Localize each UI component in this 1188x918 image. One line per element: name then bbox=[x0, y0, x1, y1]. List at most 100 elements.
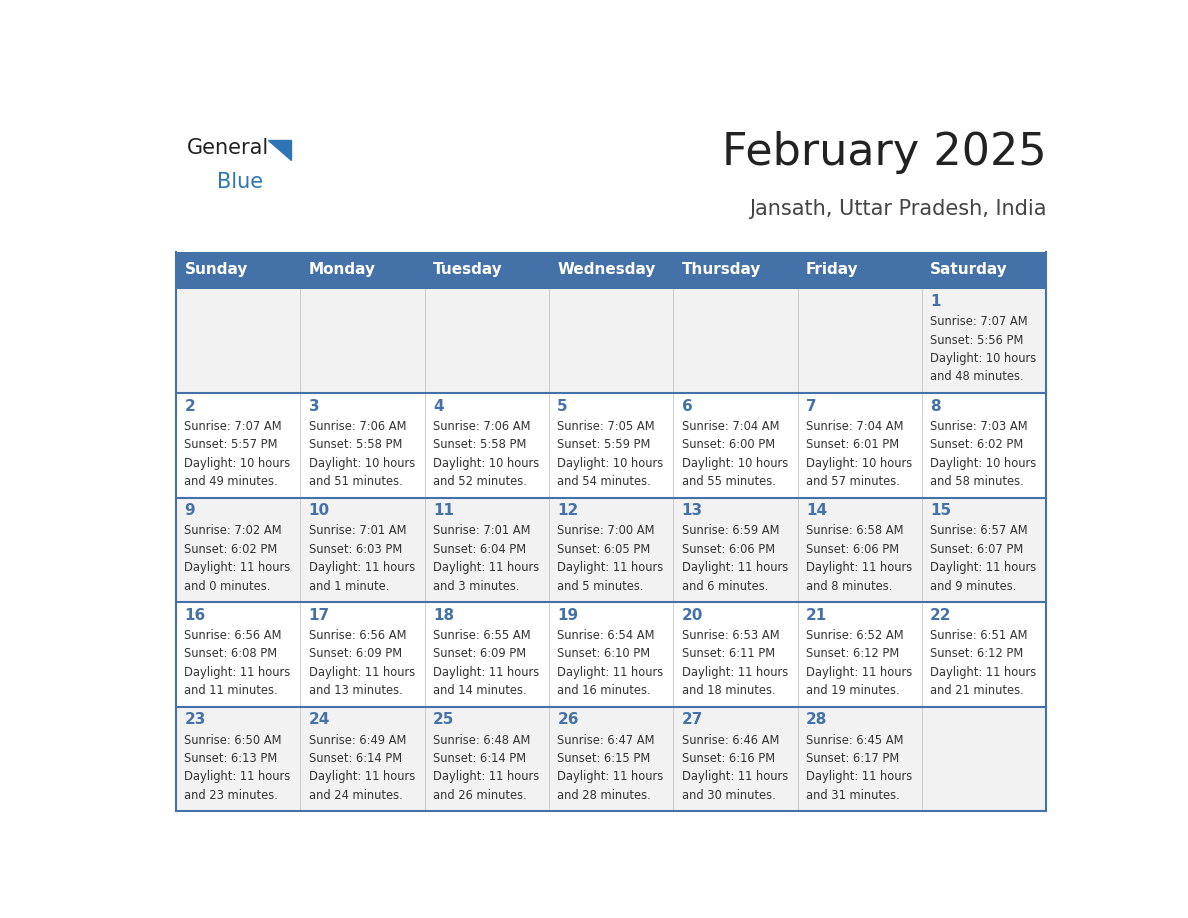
Text: Wednesday: Wednesday bbox=[557, 263, 656, 277]
Text: Daylight: 11 hours: Daylight: 11 hours bbox=[557, 770, 664, 783]
Text: and 9 minutes.: and 9 minutes. bbox=[930, 579, 1017, 592]
Text: Daylight: 10 hours: Daylight: 10 hours bbox=[309, 456, 415, 469]
Text: Sunset: 6:05 PM: Sunset: 6:05 PM bbox=[557, 543, 651, 555]
Bar bbox=[176, 602, 1047, 707]
Text: Sunset: 6:14 PM: Sunset: 6:14 PM bbox=[309, 752, 402, 765]
Text: Daylight: 10 hours: Daylight: 10 hours bbox=[184, 456, 291, 469]
Text: Daylight: 10 hours: Daylight: 10 hours bbox=[682, 456, 788, 469]
Text: Sunrise: 7:04 AM: Sunrise: 7:04 AM bbox=[682, 420, 779, 432]
Text: 12: 12 bbox=[557, 503, 579, 518]
Text: Sunset: 6:00 PM: Sunset: 6:00 PM bbox=[682, 438, 775, 451]
Text: and 19 minutes.: and 19 minutes. bbox=[805, 684, 899, 697]
Text: Sunrise: 6:56 AM: Sunrise: 6:56 AM bbox=[184, 629, 282, 642]
Text: Daylight: 11 hours: Daylight: 11 hours bbox=[805, 666, 912, 678]
Text: 28: 28 bbox=[805, 712, 827, 727]
Text: Sunrise: 7:04 AM: Sunrise: 7:04 AM bbox=[805, 420, 903, 432]
Text: and 14 minutes.: and 14 minutes. bbox=[432, 684, 526, 697]
Text: Daylight: 11 hours: Daylight: 11 hours bbox=[805, 561, 912, 574]
Text: 18: 18 bbox=[432, 608, 454, 622]
Text: Blue: Blue bbox=[216, 173, 263, 193]
Text: and 49 minutes.: and 49 minutes. bbox=[184, 475, 278, 487]
Text: 1: 1 bbox=[930, 294, 941, 309]
Text: Daylight: 11 hours: Daylight: 11 hours bbox=[930, 666, 1036, 678]
Text: Sunrise: 7:01 AM: Sunrise: 7:01 AM bbox=[309, 524, 406, 537]
Text: Sunset: 6:07 PM: Sunset: 6:07 PM bbox=[930, 543, 1023, 555]
Text: Sunset: 6:12 PM: Sunset: 6:12 PM bbox=[930, 647, 1023, 660]
Text: Sunrise: 6:53 AM: Sunrise: 6:53 AM bbox=[682, 629, 779, 642]
Text: 23: 23 bbox=[184, 712, 206, 727]
Text: Jansath, Uttar Pradesh, India: Jansath, Uttar Pradesh, India bbox=[748, 198, 1047, 218]
Text: Sunset: 6:02 PM: Sunset: 6:02 PM bbox=[184, 543, 278, 555]
Text: 10: 10 bbox=[309, 503, 330, 518]
Text: Sunset: 6:06 PM: Sunset: 6:06 PM bbox=[682, 543, 775, 555]
Bar bbox=[176, 707, 1047, 812]
Text: Daylight: 10 hours: Daylight: 10 hours bbox=[805, 456, 912, 469]
Text: Sunrise: 6:46 AM: Sunrise: 6:46 AM bbox=[682, 733, 779, 746]
Text: 22: 22 bbox=[930, 608, 952, 622]
Text: Daylight: 11 hours: Daylight: 11 hours bbox=[682, 666, 788, 678]
Text: and 57 minutes.: and 57 minutes. bbox=[805, 475, 899, 487]
Text: Sunset: 6:09 PM: Sunset: 6:09 PM bbox=[432, 647, 526, 660]
Text: and 0 minutes.: and 0 minutes. bbox=[184, 579, 271, 592]
Text: 15: 15 bbox=[930, 503, 952, 518]
Text: Sunrise: 6:58 AM: Sunrise: 6:58 AM bbox=[805, 524, 903, 537]
Bar bbox=[176, 498, 1047, 602]
Text: Friday: Friday bbox=[805, 263, 859, 277]
Text: Sunrise: 6:54 AM: Sunrise: 6:54 AM bbox=[557, 629, 655, 642]
Text: and 51 minutes.: and 51 minutes. bbox=[309, 475, 403, 487]
Text: Daylight: 11 hours: Daylight: 11 hours bbox=[309, 666, 415, 678]
Text: Sunrise: 6:50 AM: Sunrise: 6:50 AM bbox=[184, 733, 282, 746]
Text: and 8 minutes.: and 8 minutes. bbox=[805, 579, 892, 592]
Bar bbox=[176, 252, 1047, 288]
Text: and 26 minutes.: and 26 minutes. bbox=[432, 789, 526, 801]
Polygon shape bbox=[268, 140, 291, 160]
Text: Monday: Monday bbox=[309, 263, 375, 277]
Text: Sunset: 6:01 PM: Sunset: 6:01 PM bbox=[805, 438, 899, 451]
Text: and 18 minutes.: and 18 minutes. bbox=[682, 684, 776, 697]
Text: and 52 minutes.: and 52 minutes. bbox=[432, 475, 526, 487]
Text: Daylight: 11 hours: Daylight: 11 hours bbox=[930, 561, 1036, 574]
Text: 5: 5 bbox=[557, 398, 568, 413]
Text: Sunrise: 6:47 AM: Sunrise: 6:47 AM bbox=[557, 733, 655, 746]
Text: 14: 14 bbox=[805, 503, 827, 518]
Text: and 48 minutes.: and 48 minutes. bbox=[930, 370, 1024, 384]
Text: and 6 minutes.: and 6 minutes. bbox=[682, 579, 767, 592]
Text: Sunset: 5:59 PM: Sunset: 5:59 PM bbox=[557, 438, 651, 451]
Text: Daylight: 10 hours: Daylight: 10 hours bbox=[930, 456, 1036, 469]
Text: Sunset: 5:57 PM: Sunset: 5:57 PM bbox=[184, 438, 278, 451]
Text: Sunrise: 7:00 AM: Sunrise: 7:00 AM bbox=[557, 524, 655, 537]
Text: Saturday: Saturday bbox=[930, 263, 1007, 277]
Text: Daylight: 11 hours: Daylight: 11 hours bbox=[184, 561, 291, 574]
Text: Daylight: 10 hours: Daylight: 10 hours bbox=[930, 352, 1036, 365]
Text: 19: 19 bbox=[557, 608, 579, 622]
Text: Sunrise: 7:07 AM: Sunrise: 7:07 AM bbox=[930, 315, 1028, 328]
Text: Daylight: 11 hours: Daylight: 11 hours bbox=[557, 561, 664, 574]
Text: Daylight: 11 hours: Daylight: 11 hours bbox=[309, 561, 415, 574]
Text: February 2025: February 2025 bbox=[721, 131, 1047, 174]
Text: 7: 7 bbox=[805, 398, 816, 413]
Bar bbox=[176, 288, 1047, 393]
Text: and 54 minutes.: and 54 minutes. bbox=[557, 475, 651, 487]
Text: Sunset: 6:17 PM: Sunset: 6:17 PM bbox=[805, 752, 899, 765]
Text: 13: 13 bbox=[682, 503, 703, 518]
Text: Sunrise: 7:02 AM: Sunrise: 7:02 AM bbox=[184, 524, 282, 537]
Text: Daylight: 11 hours: Daylight: 11 hours bbox=[432, 770, 539, 783]
Text: Sunrise: 7:05 AM: Sunrise: 7:05 AM bbox=[557, 420, 655, 432]
Text: Sunset: 5:58 PM: Sunset: 5:58 PM bbox=[309, 438, 402, 451]
Text: and 55 minutes.: and 55 minutes. bbox=[682, 475, 776, 487]
Text: Sunrise: 6:55 AM: Sunrise: 6:55 AM bbox=[432, 629, 531, 642]
Text: and 31 minutes.: and 31 minutes. bbox=[805, 789, 899, 801]
Text: 9: 9 bbox=[184, 503, 195, 518]
Text: Daylight: 10 hours: Daylight: 10 hours bbox=[557, 456, 664, 469]
Text: Sunrise: 7:01 AM: Sunrise: 7:01 AM bbox=[432, 524, 531, 537]
Text: Daylight: 10 hours: Daylight: 10 hours bbox=[432, 456, 539, 469]
Text: Sunrise: 7:06 AM: Sunrise: 7:06 AM bbox=[432, 420, 531, 432]
Text: Sunset: 6:08 PM: Sunset: 6:08 PM bbox=[184, 647, 278, 660]
Text: 3: 3 bbox=[309, 398, 320, 413]
Text: and 1 minute.: and 1 minute. bbox=[309, 579, 390, 592]
Text: and 11 minutes.: and 11 minutes. bbox=[184, 684, 278, 697]
Text: 2: 2 bbox=[184, 398, 195, 413]
Text: General: General bbox=[188, 139, 270, 159]
Bar bbox=[176, 393, 1047, 498]
Text: 24: 24 bbox=[309, 712, 330, 727]
